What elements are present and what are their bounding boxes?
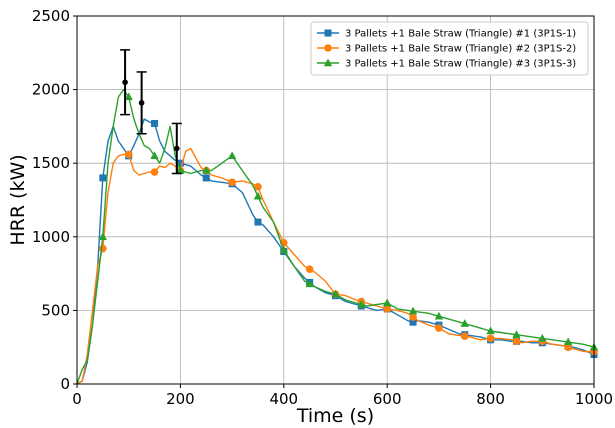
- series-3-marker: [486, 326, 495, 335]
- series-1-marker: [99, 174, 107, 182]
- series-2-marker: [124, 150, 133, 159]
- error-bar-mean-point: [138, 100, 145, 106]
- series-2-marker: [409, 313, 417, 321]
- series-2-marker: [99, 244, 107, 253]
- series-3-marker: [176, 166, 185, 174]
- legend-marker: [323, 58, 333, 67]
- series-1-marker: [202, 174, 210, 182]
- y-tick-label: 1500: [32, 154, 70, 172]
- series-1-marker: [409, 318, 417, 326]
- legend-item-2: 3 Pallets +1 Bale Straw (Triangle) #2 (3…: [317, 44, 576, 55]
- series-3-marker: [357, 300, 366, 308]
- y-axis-label: HRR (kW): [7, 154, 29, 245]
- series-2-marker: [254, 182, 262, 191]
- x-tick-label: 200: [166, 390, 195, 408]
- series-2-marker: [460, 332, 469, 340]
- x-tick-label: 0: [72, 390, 82, 408]
- legend-label: 3 Pallets +1 Bale Straw (Triangle) #1 (3…: [345, 29, 576, 40]
- legend-label: 3 Pallets +1 Bale Straw (Triangle) #2 (3…: [345, 44, 576, 55]
- series-3-marker: [460, 319, 469, 327]
- legend-item-1: 3 Pallets +1 Bale Straw (Triangle) #1 (3…: [317, 29, 576, 40]
- series-3-marker: [279, 245, 288, 254]
- series-3-marker: [98, 232, 108, 240]
- legend-marker: [324, 44, 332, 52]
- series-2-marker: [435, 324, 443, 332]
- series-2-marker: [512, 337, 521, 346]
- y-tick-label: 1000: [32, 228, 70, 246]
- series-2-marker: [228, 178, 236, 187]
- legend-item-3: 3 Pallets +1 Bale Straw (Triangle) #3 (3…: [317, 58, 576, 70]
- legend-label: 3 Pallets +1 Bale Straw (Triangle) #3 (3…: [345, 59, 576, 70]
- x-axis-label: Time (s): [296, 405, 374, 427]
- plot-frame: [76, 15, 595, 385]
- series-1-line: [76, 118, 595, 385]
- y-tick-label: 500: [41, 301, 70, 319]
- series-2-marker: [564, 343, 572, 352]
- series-3-marker: [331, 289, 340, 298]
- legend: 3 Pallets +1 Bale Straw (Triangle) #1 (3…: [310, 21, 589, 76]
- series-3-marker: [124, 92, 133, 101]
- x-tick-label: 600: [373, 390, 402, 408]
- series-3-marker: [383, 298, 392, 307]
- y-tick-label: 0: [60, 375, 70, 393]
- error-bar-3: [171, 122, 182, 175]
- series-2-line: [76, 147, 594, 385]
- error-bar-mean-point: [122, 79, 128, 86]
- x-tick-label: 400: [269, 390, 298, 408]
- series-3-marker: [253, 191, 263, 200]
- series-2-marker: [150, 168, 159, 176]
- series-3: [76, 88, 599, 385]
- error-bar-1: [120, 49, 131, 116]
- error-bar-mean-point: [173, 145, 180, 152]
- legend-box: [310, 21, 589, 76]
- series-1-marker: [176, 159, 184, 167]
- series-3-marker: [227, 151, 237, 160]
- series-3-marker: [512, 330, 521, 338]
- error-bars: [120, 49, 182, 175]
- series-3-marker: [150, 151, 159, 160]
- legend-marker: [324, 29, 332, 37]
- series-3-marker: [538, 333, 547, 342]
- axis-ticks: 0 200 400 600 800 1000 0 500 1000 1500 2000 2500: [32, 7, 613, 408]
- series-2-marker: [305, 265, 314, 273]
- error-bar-2: [136, 71, 147, 135]
- series-3-marker: [305, 279, 314, 288]
- series-2: [76, 147, 598, 385]
- series-1-marker: [254, 218, 262, 226]
- series-2-marker: [486, 334, 495, 343]
- series-2-marker: [383, 305, 392, 313]
- series-3-marker: [434, 311, 444, 320]
- y-tick-label: 2000: [32, 81, 70, 99]
- y-tick-label: 2500: [32, 7, 70, 25]
- x-tick-label: 800: [476, 390, 505, 408]
- x-tick-label: 1000: [575, 390, 613, 408]
- series-1-marker: [151, 119, 159, 127]
- series-3-marker: [408, 306, 418, 315]
- series-layer: [76, 88, 599, 385]
- series-3-marker: [563, 337, 573, 346]
- series-3-marker: [202, 166, 211, 174]
